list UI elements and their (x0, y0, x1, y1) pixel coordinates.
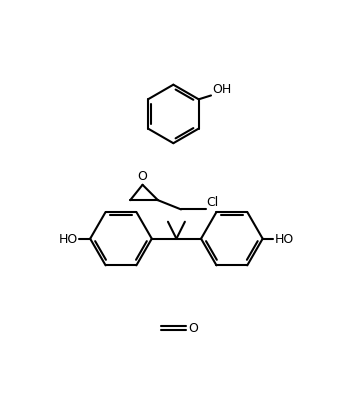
Text: HO: HO (275, 232, 294, 245)
Text: O: O (188, 322, 198, 335)
Text: O: O (138, 170, 147, 183)
Text: OH: OH (212, 83, 231, 96)
Text: HO: HO (59, 232, 78, 245)
Text: Cl: Cl (206, 195, 219, 208)
